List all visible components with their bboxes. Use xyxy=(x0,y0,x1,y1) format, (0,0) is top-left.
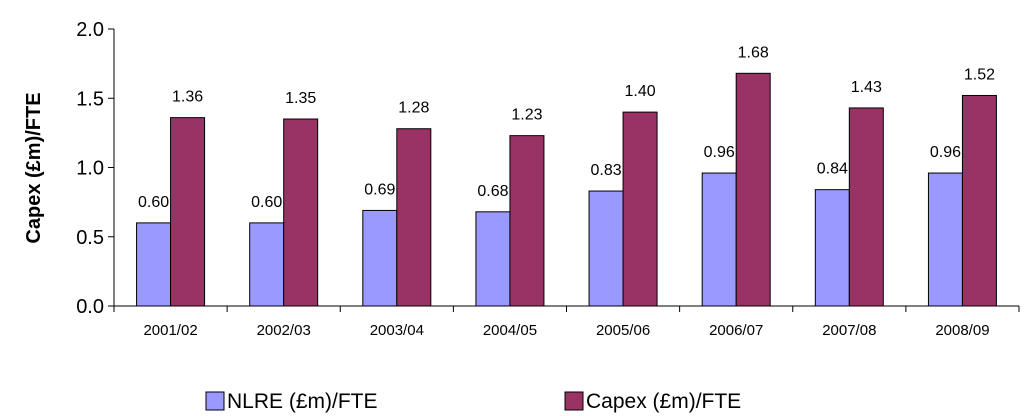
x-tick-label: 2004/05 xyxy=(483,322,537,339)
data-label-capex: 1.40 xyxy=(624,83,655,100)
x-tick-label: 2006/07 xyxy=(709,322,763,339)
data-labels: 0.60 1.36 0.60 1.35 0.69 1.28 0.68 1.23 0.83 1.40… xyxy=(138,44,995,211)
x-axis: 2001/02 2002/03 2003/04 2004/05 2005/06 2006/… xyxy=(113,305,1020,339)
y-tick-label: 0.5 xyxy=(76,227,104,249)
legend-swatch-capex xyxy=(564,391,584,411)
legend-label-nlre: NLRE (£m)/FTE xyxy=(227,390,378,413)
bar-capex xyxy=(961,94,997,307)
x-tick-label: 2001/02 xyxy=(143,322,197,339)
x-tick-label: 2007/08 xyxy=(822,322,876,339)
data-label-capex: 1.36 xyxy=(172,89,203,106)
x-tick-label: 2003/04 xyxy=(370,322,424,339)
data-label-capex: 1.35 xyxy=(285,90,316,107)
bar-capex xyxy=(848,107,884,307)
data-label-nlre: 0.68 xyxy=(477,183,508,200)
bar-capex xyxy=(509,135,545,307)
y-tick-label: 1.5 xyxy=(76,88,104,110)
bar-nlre xyxy=(475,211,511,307)
data-label-nlre: 0.60 xyxy=(251,194,282,211)
data-label-capex: 1.52 xyxy=(964,66,995,83)
bar-capex xyxy=(170,117,206,307)
data-label-nlre: 0.69 xyxy=(364,181,395,198)
legend-label-capex: Capex (£m)/FTE xyxy=(586,390,741,413)
bar-capex xyxy=(622,111,658,307)
data-label-nlre: 0.60 xyxy=(138,194,169,211)
legend-swatch-nlre xyxy=(205,391,225,411)
bar-nlre xyxy=(136,222,172,307)
y-tick-label: 1.0 xyxy=(76,158,104,180)
data-label-capex: 1.23 xyxy=(511,107,542,124)
bar-nlre xyxy=(249,222,285,307)
bar-capex xyxy=(283,118,319,307)
data-label-capex: 1.28 xyxy=(398,100,429,117)
x-tick-label: 2002/03 xyxy=(257,322,311,339)
data-label-capex: 1.43 xyxy=(851,79,882,96)
bar-nlre xyxy=(927,172,963,307)
x-tick-label: 2005/06 xyxy=(596,322,650,339)
data-label-nlre: 0.96 xyxy=(704,144,735,161)
bar-nlre xyxy=(588,190,624,307)
bar-nlre xyxy=(362,209,398,307)
bar-capex xyxy=(735,72,771,307)
bar-nlre xyxy=(701,172,737,307)
bar-capex xyxy=(396,128,432,307)
y-tick-label: 0.0 xyxy=(76,296,104,318)
legend: NLRE (£m)/FTE Capex (£m)/FTE xyxy=(205,390,741,413)
bar-nlre xyxy=(814,189,850,307)
data-label-nlre: 0.96 xyxy=(930,144,961,161)
y-tick-label: 2.0 xyxy=(76,19,104,41)
x-tick-label: 2008/09 xyxy=(935,322,989,339)
data-label-capex: 1.68 xyxy=(738,44,769,61)
data-label-nlre: 0.83 xyxy=(590,162,621,179)
y-ticks: 0.0 0.5 1.0 1.5 2.0 xyxy=(76,19,115,318)
data-label-nlre: 0.84 xyxy=(817,161,848,178)
bars xyxy=(136,72,997,307)
y-axis-label: Capex (£m)/FTE xyxy=(23,92,45,243)
